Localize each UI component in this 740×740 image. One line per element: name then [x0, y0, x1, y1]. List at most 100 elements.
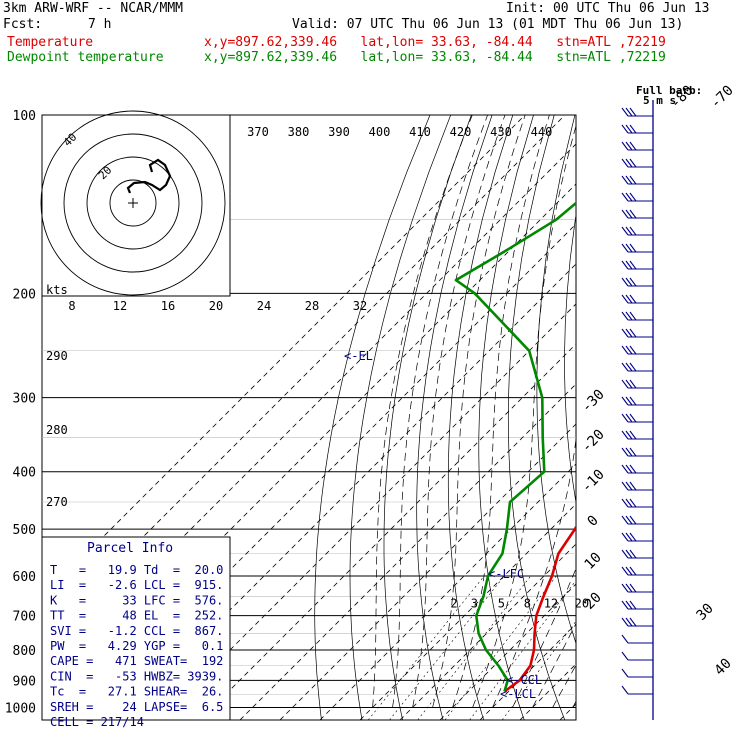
- wind-barb-flag: [621, 192, 629, 202]
- wind-barb-flag: [625, 311, 633, 321]
- mixing-ratio-line: [469, 579, 576, 720]
- moist-adiabat-line: [412, 115, 506, 708]
- temperature-legend: Temperature: [7, 35, 94, 50]
- wind-barb-flag: [625, 294, 633, 304]
- wind-barb-flag: [621, 243, 629, 253]
- pressure-label: 1000: [5, 701, 36, 716]
- isotherm-line: [319, 463, 576, 720]
- hodograph-axis-label: 12: [113, 299, 127, 313]
- wind-barb-flag: [621, 141, 629, 151]
- dewpoint-line: [454, 201, 576, 692]
- wind-barb-flag: [625, 447, 633, 457]
- pressure-label: 900: [13, 674, 36, 689]
- wind-barb-flag: [621, 209, 629, 219]
- hodograph-axis-label: 20: [209, 299, 223, 313]
- wind-barb-flag: [629, 566, 637, 576]
- isotherm-line: [479, 623, 576, 720]
- moist-adiabat-line: [492, 436, 576, 708]
- dry-adiabat-line: [349, 115, 452, 720]
- isotherm-line: [199, 343, 576, 720]
- moist-adiabat-line: [432, 115, 526, 708]
- dry-adiabat-line: [314, 115, 431, 720]
- wind-barb-flag: [629, 243, 637, 253]
- wind-barb-flag: [621, 634, 629, 644]
- wind-barb-flag: [625, 464, 633, 474]
- theta-label: 390: [328, 125, 350, 139]
- wind-barb-flag: [621, 362, 629, 372]
- pressure-label: 700: [13, 610, 36, 625]
- wind-barb-flag: [621, 430, 629, 440]
- dry-adiabat-line: [618, 115, 728, 720]
- isotherm-label: -20: [579, 427, 608, 456]
- valid-time: Valid: 07 UTC Thu 06 Jun 13 (01 MDT Thu …: [292, 17, 684, 32]
- wind-barb-flag: [629, 600, 637, 610]
- level-annotation: <-EL: [344, 349, 373, 363]
- dewpoint-legend: Dewpoint temperature: [7, 50, 164, 65]
- moist-adiabat-line: [392, 115, 488, 708]
- isotherm-line: [279, 423, 576, 720]
- level-annotation: <-LFC: [488, 567, 524, 581]
- hodograph-axis-label: 16: [161, 299, 175, 313]
- isotherm-line: [439, 583, 576, 720]
- wind-barb-flag: [629, 447, 637, 457]
- parcel-info-row: SREH = 24 LAPSE= 6.5: [50, 700, 223, 714]
- isotherm-line: [42, 115, 526, 599]
- wind-barb-flag: [629, 532, 637, 542]
- wind-barb-flag: [625, 583, 633, 593]
- wind-barb-flag: [625, 328, 633, 338]
- theta-left-label: 290: [46, 349, 68, 363]
- wind-barb-flag: [625, 379, 633, 389]
- wind-barb-flag: [621, 685, 629, 695]
- wind-barb-flag: [621, 566, 629, 576]
- dry-adiabat-line: [478, 115, 534, 720]
- wind-barb-flag: [621, 617, 629, 627]
- wind-barb-flag: [625, 481, 633, 491]
- dry-adiabat-line: [715, 115, 740, 720]
- wind-barb-flag: [629, 311, 637, 321]
- isotherm-label: 30: [694, 601, 717, 624]
- wind-barb-flag: [625, 617, 633, 627]
- wind-barb-flag: [621, 583, 629, 593]
- wind-barb-flag: [625, 413, 633, 423]
- hodograph-trace: [126, 158, 172, 194]
- wind-barb-flag: [629, 192, 637, 202]
- parcel-info-row: CELL = 217/14: [50, 715, 144, 729]
- wind-barb-flag: [629, 498, 637, 508]
- wind-barb-flag: [625, 141, 633, 151]
- theta-label: 410: [409, 125, 431, 139]
- wind-barb-flag: [629, 515, 637, 525]
- forecast-hours: 7 h: [88, 17, 112, 32]
- pressure-label: 600: [13, 570, 36, 585]
- theta-left-label: 270: [46, 495, 68, 509]
- dry-adiabat-line: [564, 213, 576, 505]
- moist-adiabat-line: [512, 567, 576, 708]
- moist-adiabat-line: [372, 115, 473, 708]
- wind-barb-flag: [625, 566, 633, 576]
- wind-barb-flag: [629, 260, 637, 270]
- pressure-label: 400: [13, 466, 36, 481]
- mixing-ratio-label: 2: [450, 597, 457, 611]
- hodograph-ring: [40, 110, 226, 296]
- wind-barb-flag: [625, 549, 633, 559]
- wind-barb-flag: [625, 532, 633, 542]
- wind-barb-flag: [625, 345, 633, 355]
- isotherm-line: [42, 183, 576, 719]
- wind-barb-flag: [621, 311, 629, 321]
- parcel-info-row: LI = -2.6 LCL = 915.: [50, 578, 223, 592]
- dry-adiabat-line: [507, 115, 566, 720]
- wind-barb-flag: [621, 226, 629, 236]
- wind-barb-flag: [625, 430, 633, 440]
- wind-barb-flag: [621, 328, 629, 338]
- theta-label: 380: [288, 125, 310, 139]
- theta-left-label: 280: [46, 423, 68, 437]
- dry-adiabat-line: [692, 115, 740, 720]
- wind-barb-flag: [621, 532, 629, 542]
- dry-adiabat-line: [643, 115, 740, 720]
- isotherm-label: 40: [712, 656, 735, 679]
- pressure-label: 800: [13, 644, 36, 659]
- wind-barb-flag: [629, 124, 637, 134]
- parcel-info-row: CAPE = 471 SWEAT= 192: [50, 654, 223, 668]
- hodograph-axis-label: 24: [257, 299, 271, 313]
- temperature-location: x,y=897.62,339.46 lat,lon= 33.63, -84.44…: [204, 35, 666, 50]
